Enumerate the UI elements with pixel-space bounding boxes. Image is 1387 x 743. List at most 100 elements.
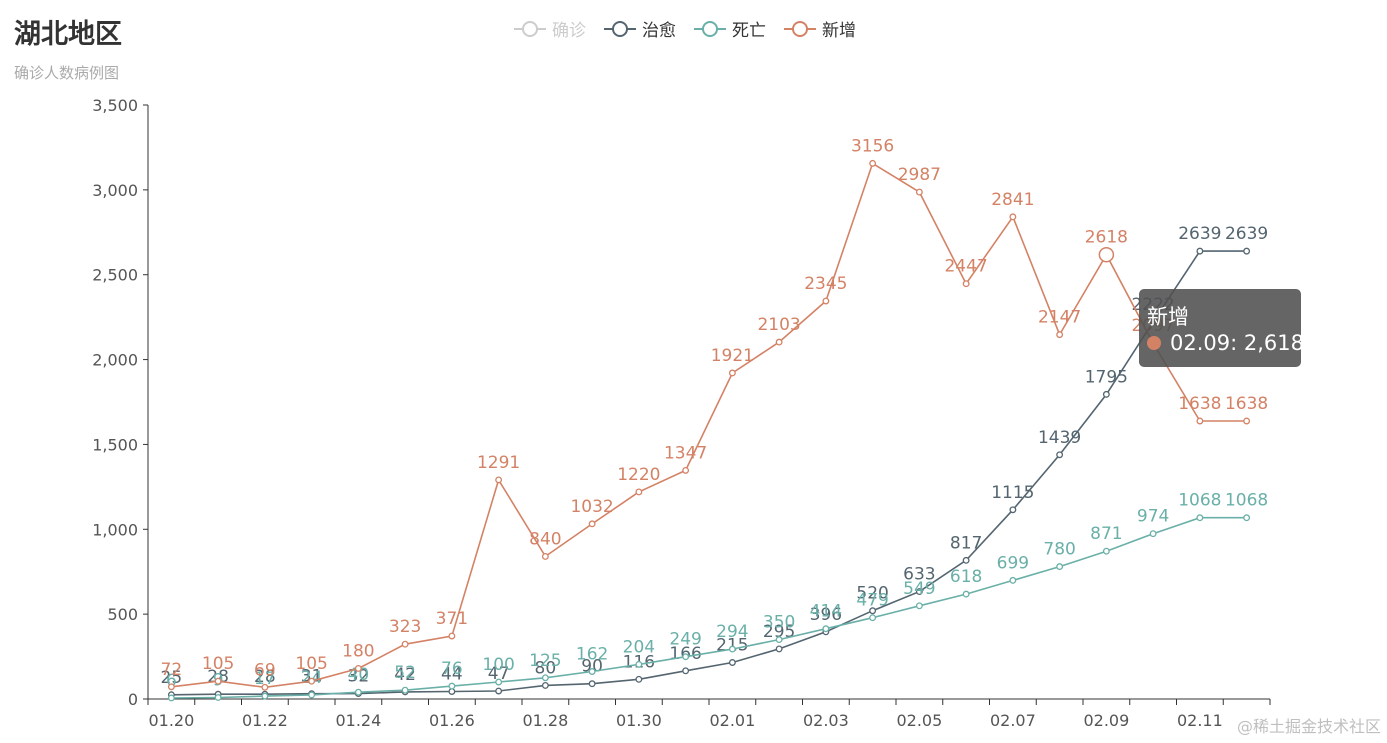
data-point (167, 683, 175, 691)
data-point (261, 692, 269, 700)
data-label: 2639 (1178, 224, 1221, 244)
data-point (915, 602, 923, 610)
legend-item[interactable]: 治愈 (604, 16, 676, 41)
data-label: 479 (856, 591, 888, 611)
data-point (1149, 530, 1157, 538)
data-label: 2841 (991, 190, 1034, 210)
data-label: 414 (810, 602, 842, 622)
data-label: 520 (856, 584, 888, 604)
data-label: 2987 (898, 165, 941, 185)
data-point (495, 687, 503, 695)
data-label: 974 (1137, 507, 1169, 527)
data-label: 2639 (1225, 224, 1268, 244)
tooltip-value: 02.09: 2,618 (1170, 331, 1304, 355)
legend-item[interactable]: 死亡 (694, 16, 766, 41)
data-label: 105 (202, 654, 234, 674)
data-point (541, 674, 549, 682)
legend-label: 治愈 (642, 21, 676, 41)
data-label: 2618 (1085, 228, 1128, 248)
data-label: 2147 (1038, 308, 1081, 328)
data-point (495, 678, 503, 686)
data-label: 817 (950, 533, 982, 553)
data-point (728, 645, 736, 653)
data-label: 2345 (804, 274, 847, 294)
data-label: 323 (389, 617, 421, 637)
data-point (308, 677, 316, 685)
data-label: 72 (161, 660, 183, 680)
data-label: 1638 (1225, 394, 1268, 414)
series-line-新增 (171, 162, 1247, 689)
data-label: 549 (903, 579, 935, 599)
data-point (1009, 506, 1017, 514)
chart-subtitle: 确诊人数病例图 (14, 64, 120, 82)
data-label: 1921 (711, 346, 754, 366)
data-label: 2447 (944, 257, 987, 277)
data-label: 2103 (757, 315, 800, 335)
data-point (1243, 247, 1251, 255)
data-point (214, 677, 222, 685)
legend-line-circle-icon (784, 20, 816, 37)
series-line-治愈 (171, 250, 1247, 696)
data-label: 100 (482, 655, 514, 675)
data-point (308, 691, 316, 699)
chart-title: 湖北地区 (14, 19, 122, 50)
data-point (1056, 331, 1064, 339)
data-point (1056, 563, 1064, 571)
data-point (261, 683, 269, 691)
x-tick-label: 02.05 (896, 711, 942, 730)
data-label: 350 (763, 613, 795, 633)
data-label: 1068 (1225, 491, 1268, 511)
data-point (682, 667, 690, 675)
x-tick-label: 01.30 (616, 711, 662, 730)
tooltip-title: 新增 (1147, 305, 1189, 329)
data-label: 80 (535, 658, 557, 678)
tooltip-series-dot (1147, 336, 1161, 350)
data-label: 3156 (851, 136, 894, 156)
legend-item[interactable]: 确诊 (514, 16, 586, 41)
x-tick-label: 02.09 (1083, 711, 1129, 730)
x-tick-label: 01.24 (335, 711, 381, 730)
data-label: 780 (1043, 540, 1075, 560)
data-point (775, 338, 783, 346)
data-label: 32 (348, 667, 370, 687)
data-point (1056, 451, 1064, 459)
data-point (635, 488, 643, 496)
data-point (354, 688, 362, 696)
legend-item[interactable]: 新增 (784, 16, 856, 41)
data-label: 1068 (1178, 491, 1221, 511)
y-tick-label: 3,000 (92, 181, 138, 200)
data-point (448, 682, 456, 690)
data-label: 42 (394, 665, 416, 685)
y-tick-label: 1,500 (92, 435, 138, 454)
data-point (915, 188, 923, 196)
legend-label: 新增 (822, 21, 856, 41)
data-point (588, 668, 596, 675)
data-label: 52 (394, 663, 416, 683)
data-point (869, 614, 877, 622)
x-tick-label: 02.01 (709, 711, 755, 730)
chart-tooltip: 新增 02.09: 2,618 (1139, 289, 1304, 367)
data-label: 76 (441, 659, 463, 679)
data-point (1196, 417, 1204, 425)
y-tick-label: 1,000 (92, 520, 138, 539)
data-point (635, 675, 643, 683)
data-label: 1291 (477, 453, 520, 473)
data-label: 105 (295, 654, 327, 674)
data-point (915, 588, 923, 596)
data-label: 162 (576, 645, 608, 665)
data-label: 249 (669, 630, 701, 650)
watermark: @稀土掘金技术社区 (1236, 717, 1381, 736)
x-tick-label: 01.28 (522, 711, 568, 730)
data-label: 204 (623, 637, 655, 657)
data-point (962, 280, 970, 288)
data-point (682, 466, 690, 474)
data-label: 871 (1090, 524, 1122, 544)
x-tick-label: 01.26 (429, 711, 475, 730)
data-label: 6 (166, 671, 177, 691)
data-point (448, 632, 456, 640)
data-point (1009, 576, 1017, 584)
data-point (775, 645, 783, 653)
chart-legend: 确诊 治愈 死亡 新增 (514, 16, 856, 41)
data-point (869, 607, 877, 615)
data-point (635, 660, 643, 668)
